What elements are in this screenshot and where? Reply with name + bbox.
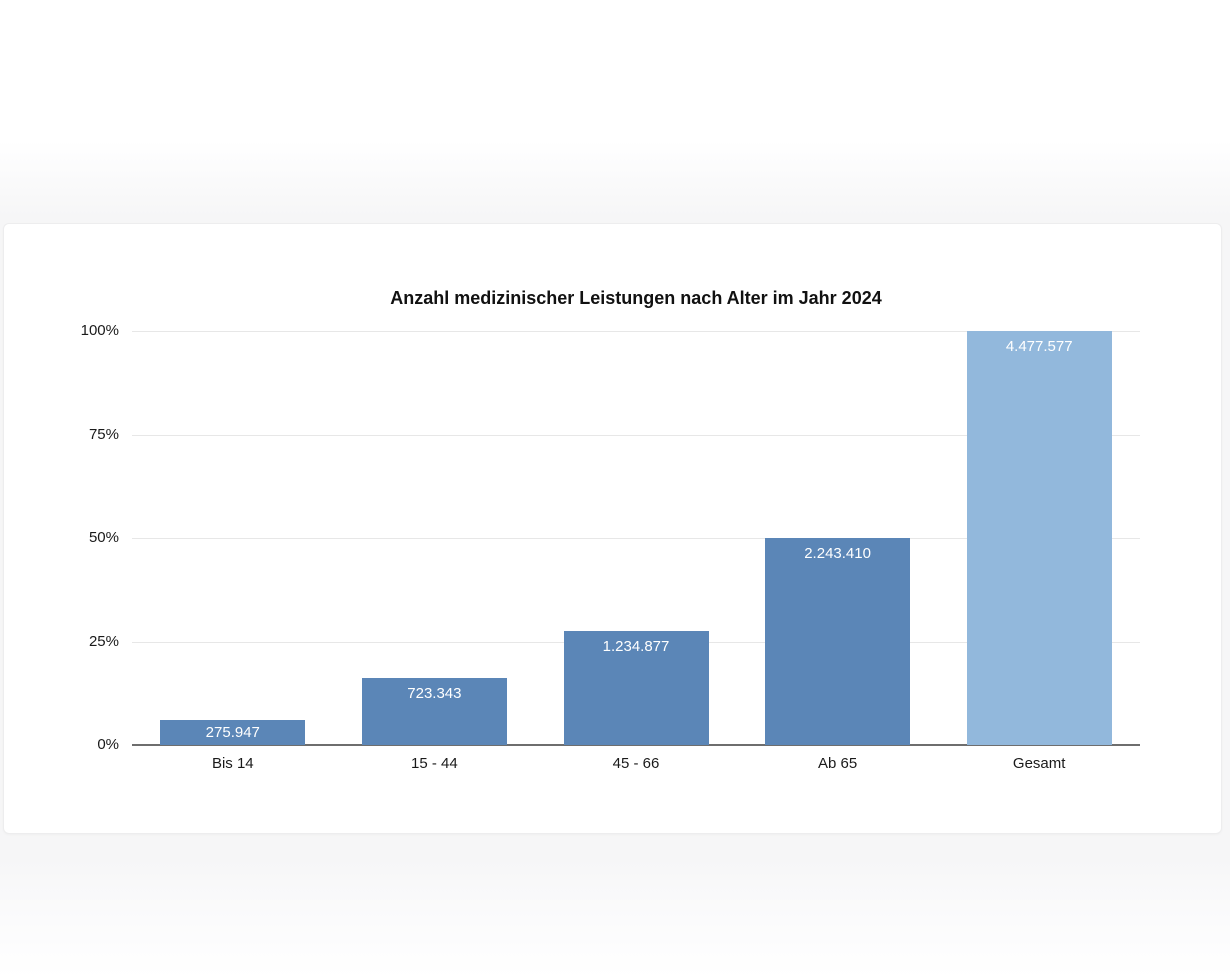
bar-value-label-15-44: 723.343 [407,685,462,703]
bar-value-label-bis-14: 275.947 [205,723,260,741]
x-axis-label-ab-65: Ab 65 [817,755,858,772]
bar-value-label-45-66: 1.234.877 [602,637,670,655]
gridline-100pct [132,331,1140,332]
bar-45-66[interactable]: 1.234.877 [563,630,709,745]
x-axis-baseline [132,744,1140,746]
y-axis-tick-label-50pct: 50% [88,529,119,546]
gridline-75pct [132,434,1140,436]
y-axis-tick-label-25pct: 25% [88,632,119,650]
gridline-50pct [132,538,1140,539]
bar-gesamt[interactable]: 4.477.577 [966,331,1112,745]
x-axis-label-gesamt: Gesamt [1012,755,1066,772]
chart-card: Anzahl medizinischer Leistungen nach Alt… [3,223,1222,834]
y-axis-tick-label-100pct: 100% [80,322,119,339]
x-axis-label-15-44: 15 - 44 [411,755,458,772]
plot-area: 275.947 723.343 1.234.877 2.243.410 4.477.57… [132,331,1140,746]
bar-value-label-gesamt: 4.477.577 [1005,338,1073,355]
x-axis-label-bis-14: Bis 14 [211,755,254,772]
bar-value-label-ab-65: 2.243.410 [804,544,871,562]
bar-ab-65[interactable]: 2.243.410 [765,537,911,745]
chart-title: Anzahl medizinischer Leistungen nach Alt… [390,288,882,308]
bar-15-44[interactable]: 723.343 [361,678,507,745]
x-axis-label-45-66: 45 - 66 [612,755,660,772]
y-axis-tick-label-75pct: 75% [88,425,119,443]
bar-bis-14[interactable]: 275.947 [160,719,306,745]
y-axis-tick-label-0pct: 0% [97,736,119,753]
